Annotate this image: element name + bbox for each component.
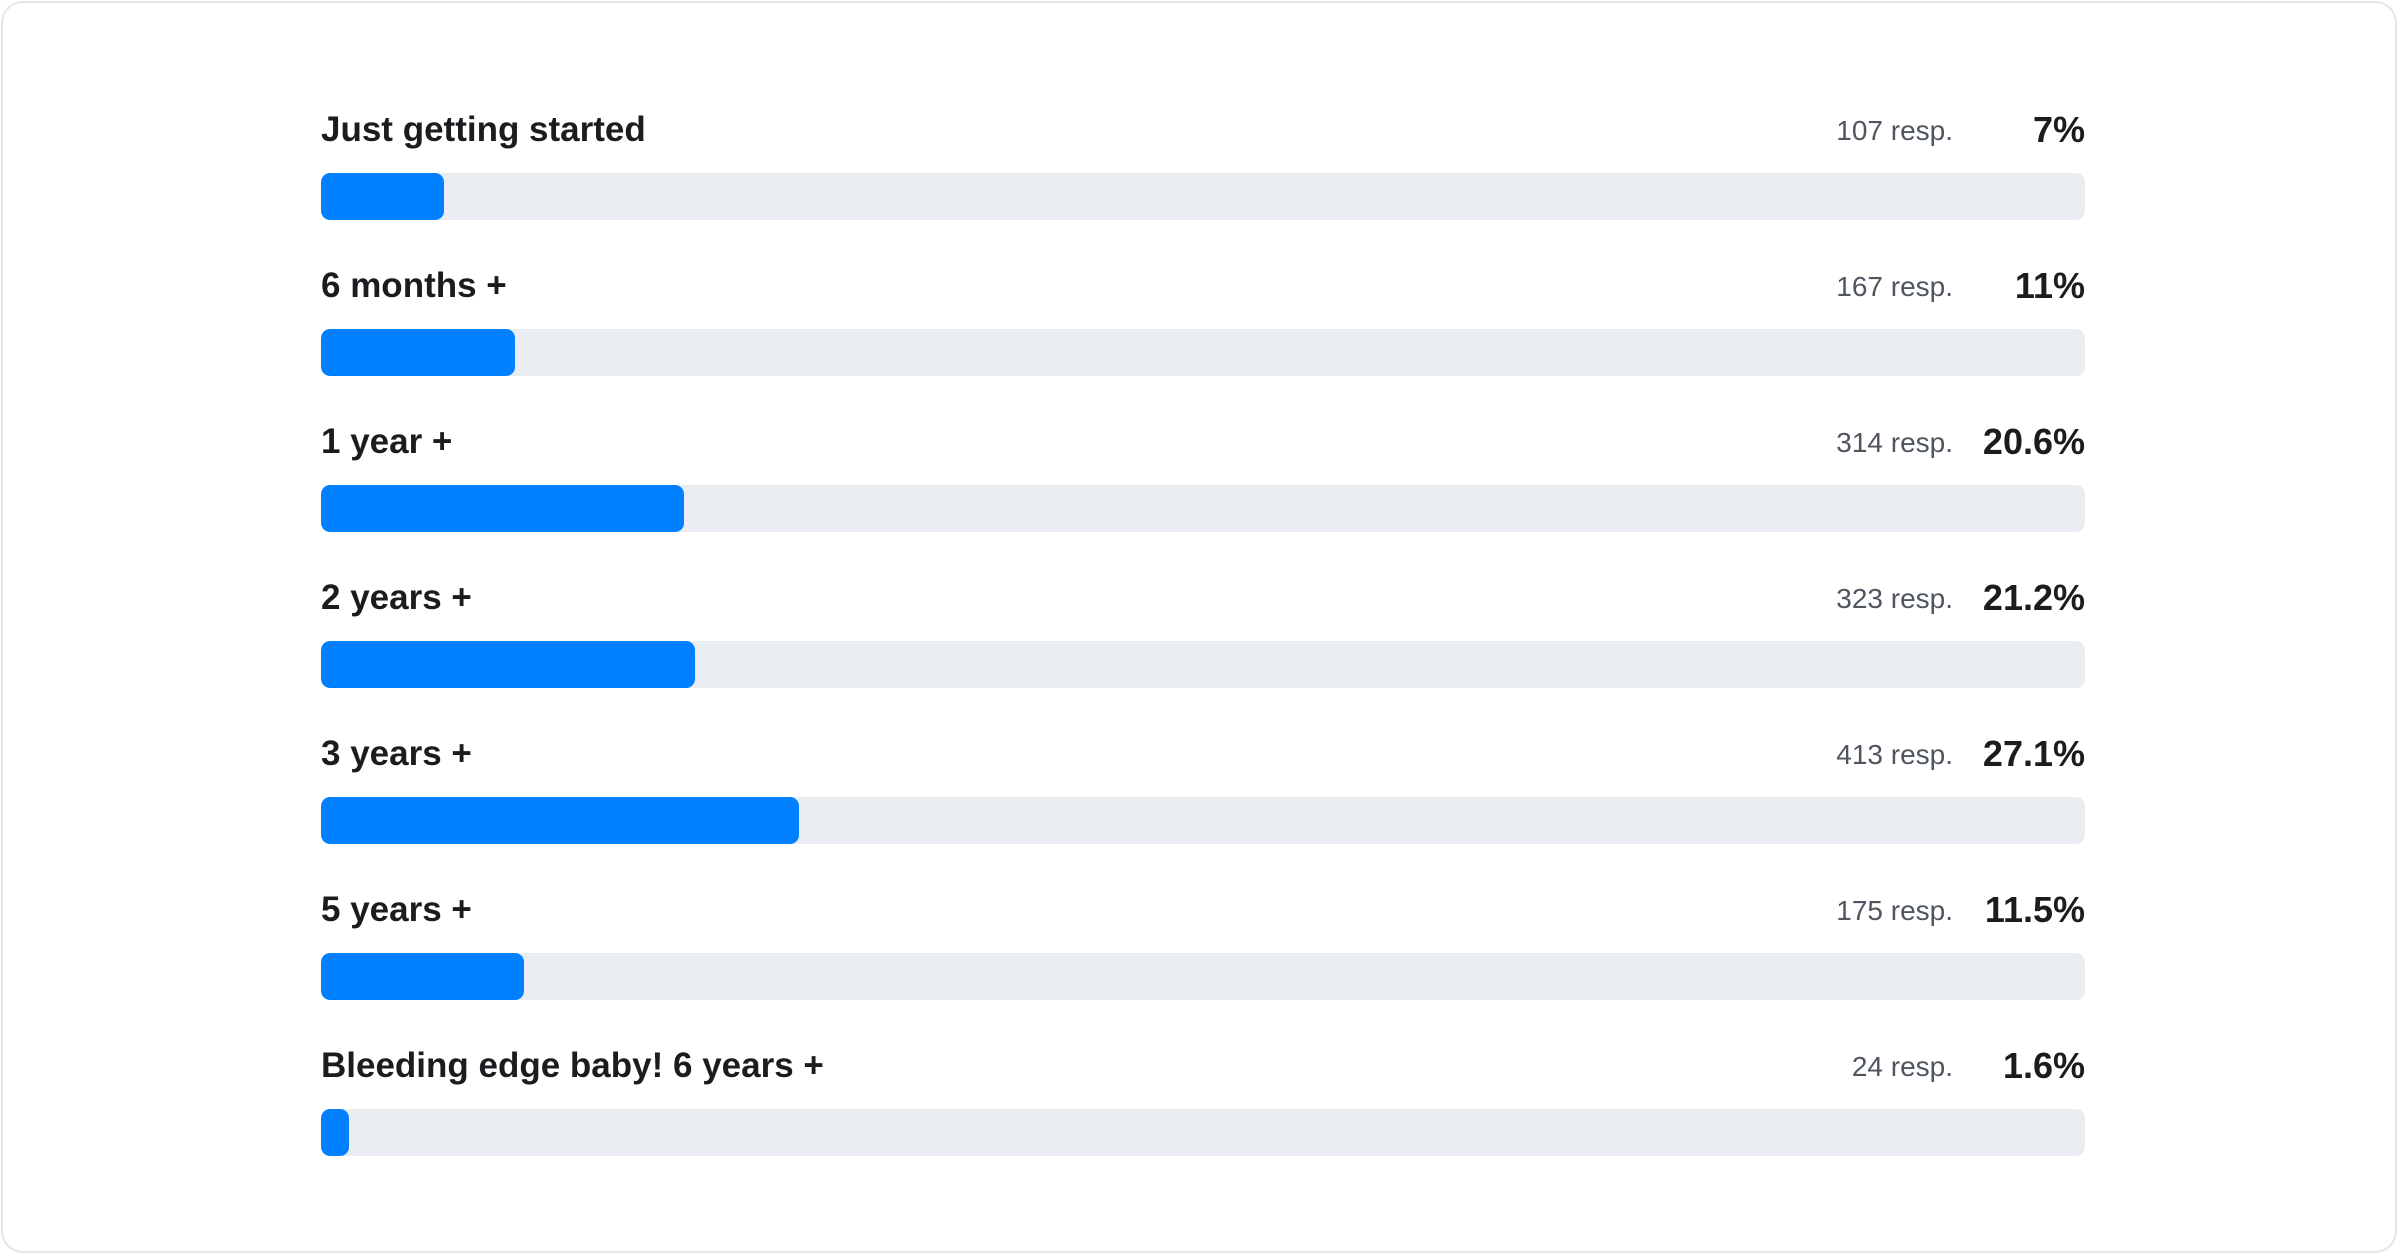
response-count: 413 resp.	[1836, 739, 1953, 770]
bar-row: 5 years + 175 resp. 11.5%	[321, 883, 2085, 1023]
percent-label: 21.2%	[1982, 577, 2085, 618]
bar-track	[321, 1109, 2085, 1156]
category-label: 5 years +	[321, 890, 472, 929]
response-count: 167 resp.	[1836, 271, 1953, 302]
category-label: Just getting started	[321, 110, 646, 149]
bar-fill	[321, 641, 695, 688]
response-count: 314 resp.	[1836, 427, 1953, 458]
bar-fill	[321, 329, 516, 376]
bar-track	[321, 485, 2085, 532]
bar-fill	[321, 173, 445, 220]
bar-fill	[321, 797, 800, 844]
category-label: 3 years +	[321, 734, 472, 773]
bar-track	[321, 173, 2085, 220]
percent-label: 11.5%	[1984, 889, 2085, 930]
category-label: 6 months +	[321, 266, 507, 305]
bar-track	[321, 797, 2085, 844]
percent-label: 11%	[2014, 265, 2085, 306]
bar-fill	[321, 1109, 350, 1156]
response-count: 107 resp.	[1836, 115, 1953, 146]
category-label: Bleeding edge baby! 6 years +	[321, 1046, 824, 1085]
bar-row: Just getting started 107 resp. 7%	[321, 103, 2085, 243]
category-label: 2 years +	[321, 578, 472, 617]
percent-label: 1.6%	[2002, 1045, 2085, 1086]
percent-label: 27.1%	[1982, 733, 2085, 774]
percent-label: 7%	[2032, 109, 2085, 150]
category-label: 1 year +	[321, 422, 453, 461]
response-count: 24 resp.	[1851, 1051, 1953, 1082]
bar-track	[321, 953, 2085, 1000]
bar-fill	[321, 953, 524, 1000]
response-count: 175 resp.	[1836, 895, 1953, 926]
bar-track	[321, 329, 2085, 376]
bar-row: 6 months + 167 resp. 11%	[321, 259, 2085, 399]
bar-row: Bleeding edge baby! 6 years + 24 resp. 1…	[321, 1039, 2085, 1179]
bar-track	[321, 641, 2085, 688]
response-count: 323 resp.	[1836, 583, 1953, 614]
bar-row: 2 years + 323 resp. 21.2%	[321, 571, 2085, 711]
bar-fill	[321, 485, 685, 532]
bar-row: 1 year + 314 resp. 20.6%	[321, 415, 2085, 555]
bar-row: 3 years + 413 resp. 27.1%	[321, 727, 2085, 867]
percent-label: 20.6%	[1982, 421, 2085, 462]
